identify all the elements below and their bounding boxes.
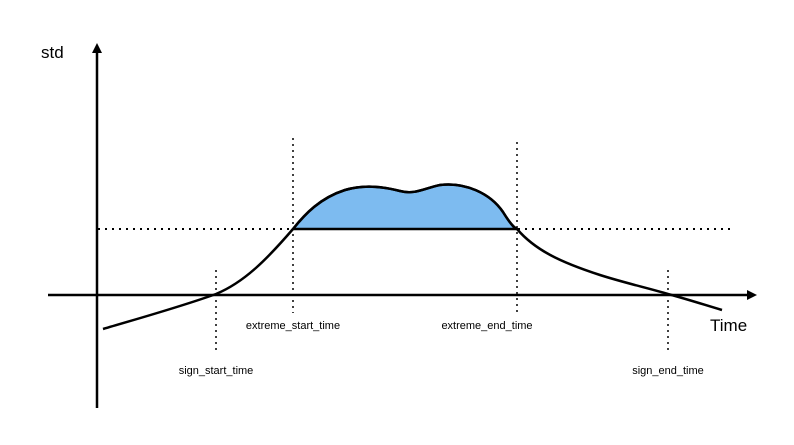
extreme-start-label: extreme_start_time [246, 320, 340, 332]
x-axis-label: Time [710, 316, 747, 335]
y-axis-label: std [41, 43, 64, 62]
sign-start-label: sign_start_time [179, 365, 254, 377]
extreme-end-label: extreme_end_time [441, 320, 532, 332]
sign-end-label: sign_end_time [632, 365, 704, 377]
std-curve [102, 183, 723, 331]
